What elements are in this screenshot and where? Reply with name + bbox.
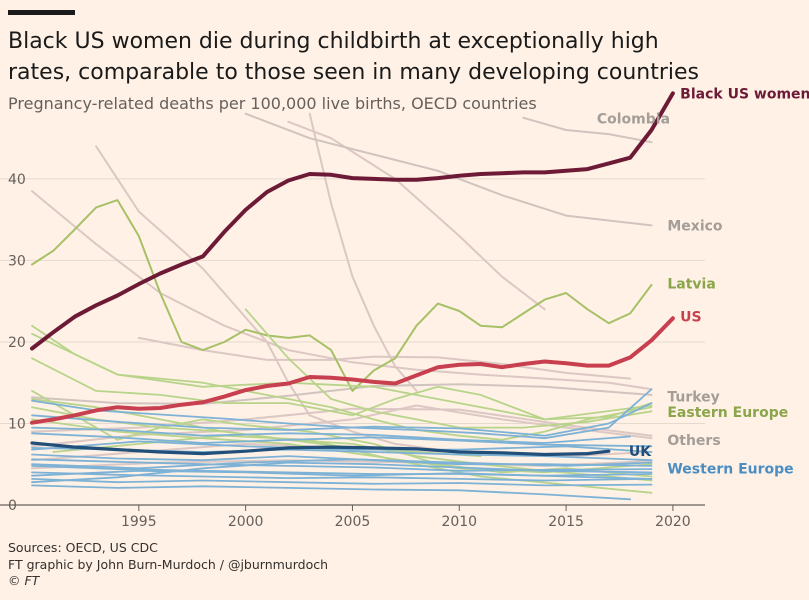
- copyright-note: © FT: [8, 573, 40, 588]
- footer: Sources: OECD, US CDC FT graphic by John…: [8, 540, 328, 590]
- series-label-mexico: Mexico: [667, 218, 723, 234]
- series-line-latvia: [31, 199, 653, 392]
- series-line-others-7: [137, 336, 632, 380]
- y-tick-label-0: 0: [8, 498, 17, 514]
- series-line-black-us-women: [30, 91, 675, 351]
- series-line-western-europe-31: [31, 477, 653, 487]
- series-line-mexico: [244, 112, 653, 227]
- chart-title: Black US women die during childbirth at …: [8, 29, 700, 85]
- series-label-turkey: Turkey: [667, 390, 719, 406]
- series-line-uk: [30, 441, 611, 457]
- series-label-colombia: Colombia: [597, 112, 670, 128]
- series-line-eastern-europe-20: [31, 332, 653, 421]
- series-label-eastern-europe: Eastern Europe: [667, 405, 788, 421]
- x-tick-label-2015: 2015: [548, 514, 584, 530]
- series-line-eastern-europe-14: [31, 357, 653, 421]
- chart-subtitle: Pregnancy-related deaths per 100,000 liv…: [8, 94, 537, 113]
- series-label-western-europe: Western Europe: [667, 461, 793, 477]
- y-tick-label-40: 40: [8, 172, 26, 188]
- sources-note: Sources: OECD, US CDC: [8, 540, 158, 555]
- series-line-eastern-europe-15: [244, 308, 653, 429]
- series-line-others-2: [95, 145, 482, 456]
- series-line-western-europe-36: [31, 469, 653, 480]
- series-line-eastern-europe-17: [31, 398, 653, 482]
- series-line-eastern-europe-13: [31, 324, 653, 441]
- series-label-us: US: [680, 310, 701, 326]
- series-labels: Black US women Colombia Mexico Latvia US Turk…: [597, 86, 809, 477]
- series-line-turkey: [31, 383, 653, 405]
- y-tick-label-10: 10: [8, 416, 26, 432]
- ft-top-rule: [8, 10, 75, 15]
- series-line-western-europe-34: [31, 440, 653, 453]
- series-lines: [30, 91, 675, 501]
- x-tick-label-1995: 1995: [121, 514, 157, 530]
- series-line-colombia: [522, 116, 653, 144]
- series-label-uk: UK: [629, 444, 652, 460]
- series-line-western-europe-23: [31, 402, 653, 437]
- x-tick-label-2000: 2000: [228, 514, 264, 530]
- credit-note: FT graphic by John Burn-Murdoch / @jburn…: [8, 556, 329, 572]
- series-line-others-6: [31, 190, 653, 391]
- series-line-us: [30, 316, 675, 425]
- x-axis: [0, 504, 705, 511]
- series-label-latvia: Latvia: [667, 276, 715, 292]
- y-tick-label-30: 30: [8, 253, 26, 269]
- series-line-western-europe-32: [31, 484, 632, 501]
- x-tick-label-2005: 2005: [335, 514, 371, 530]
- series-line-others-3: [287, 120, 546, 311]
- series-line-western-europe-24: [31, 426, 632, 444]
- y-tick-label-20: 20: [8, 335, 26, 351]
- line-chart: 1995 2000 2005 2010 2015 2020 0 10 20 30 40 Black …: [0, 86, 809, 530]
- series-label-others: Others: [667, 433, 720, 449]
- tick-labels: 1995 2000 2005 2010 2015 2020 0 10 20 30 40: [8, 172, 691, 530]
- series-label-black-us-women: Black US women: [680, 86, 809, 102]
- x-tick-label-2010: 2010: [441, 514, 477, 530]
- series-line-western-europe-25: [31, 432, 653, 448]
- series-line-others-1: [308, 112, 418, 392]
- x-tick-label-2020: 2020: [655, 514, 691, 530]
- series-line-western-europe-35: [31, 458, 653, 470]
- series-line-western-europe-33: [31, 461, 653, 484]
